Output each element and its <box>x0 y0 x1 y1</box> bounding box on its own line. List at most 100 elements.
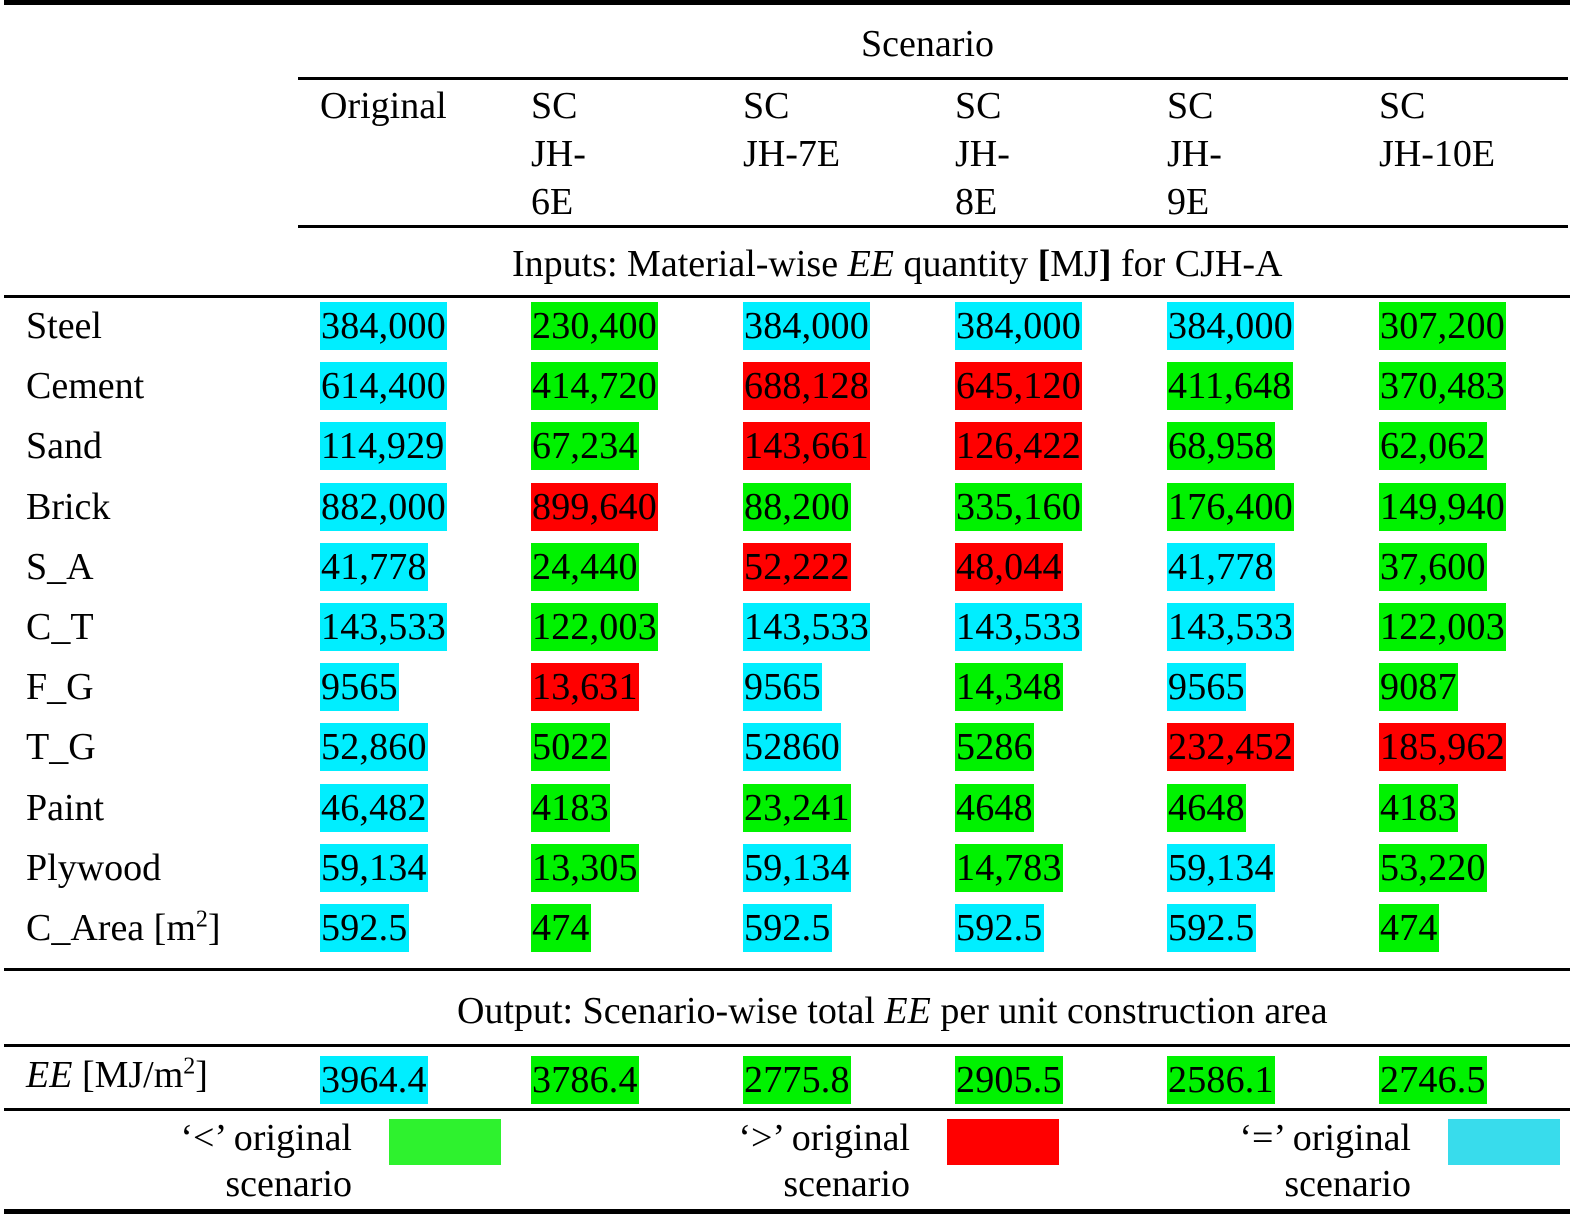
value-cell: 688,128 <box>743 362 870 411</box>
value-cell: 122,003 <box>1379 603 1506 651</box>
row-label-sup: 2 <box>195 906 208 933</box>
value-cell: 41,778 <box>320 542 428 591</box>
row-label-text: T_G <box>26 726 96 769</box>
row-label-text: Steel <box>26 305 102 347</box>
value-cell: 384,000 <box>955 302 1082 350</box>
row-label: Plywood <box>26 844 161 892</box>
value-cell: 230,400 <box>531 302 658 350</box>
value-cell: 37,600 <box>1379 542 1487 591</box>
row-label-text: Paint <box>26 786 105 829</box>
inputs-end-rule <box>4 968 1570 971</box>
row-label: F_G <box>26 663 94 711</box>
row-label-text: C_Area [m <box>26 907 196 949</box>
value-cell: 411,648 <box>1167 362 1293 411</box>
value-cell: 592.5 <box>955 904 1044 952</box>
column-header: SC JH- 8E <box>955 85 1010 223</box>
row-label: T_G <box>26 723 96 771</box>
header-underline <box>298 225 1568 228</box>
value-cell: 24,440 <box>531 542 639 591</box>
value-cell: 59,134 <box>743 843 851 892</box>
value-cell: 23,241 <box>743 783 851 832</box>
legend-label: ‘<’ original scenario <box>180 1117 352 1205</box>
row-label-text: C_T <box>26 606 94 648</box>
value-cell: 9087 <box>1379 663 1458 712</box>
inputs-rule <box>4 295 1570 298</box>
inputs-caption: Inputs: Material-wise EE quantity [MJ] f… <box>512 243 1283 285</box>
value-cell: 114,929 <box>320 422 446 471</box>
value-cell: 645,120 <box>955 362 1082 411</box>
value-cell: 592.5 <box>1167 904 1256 952</box>
output-value-cell: 3786.4 <box>531 1056 639 1104</box>
value-cell: 13,631 <box>531 663 639 712</box>
value-cell: 370,483 <box>1379 362 1506 411</box>
row-label: C_Area [m2] <box>26 904 221 952</box>
value-cell: 59,134 <box>320 843 428 892</box>
legend-swatch <box>389 1119 501 1165</box>
output-value-cell: 2775.8 <box>743 1056 851 1104</box>
column-header: SC JH-7E <box>743 85 841 175</box>
output-caption: Output: Scenario-wise total EE per unit … <box>457 990 1328 1032</box>
value-cell: 4648 <box>1167 783 1246 832</box>
value-cell: 176,400 <box>1167 482 1294 531</box>
output-value-cell: 3964.4 <box>320 1056 428 1104</box>
value-cell: 9565 <box>743 663 822 712</box>
value-cell: 307,200 <box>1379 302 1506 350</box>
value-cell: 474 <box>1379 904 1439 952</box>
value-cell: 46,482 <box>320 783 428 832</box>
value-cell: 14,348 <box>955 663 1063 712</box>
value-cell: 59,134 <box>1167 843 1275 892</box>
row-label: Steel <box>26 302 102 350</box>
value-cell: 126,422 <box>955 422 1082 471</box>
row-label: Brick <box>26 483 110 531</box>
value-cell: 48,044 <box>955 542 1063 591</box>
value-cell: 899,640 <box>531 482 658 531</box>
legend-label: ‘=’ original scenario <box>1239 1117 1411 1205</box>
row-label: Paint <box>26 784 104 832</box>
output-caption-rule <box>4 1044 1570 1047</box>
value-cell: 13,305 <box>531 843 639 892</box>
value-cell: 143,533 <box>955 603 1082 651</box>
value-cell: 53,220 <box>1379 843 1487 892</box>
row-label: S_A <box>26 543 94 591</box>
column-header: SC JH- 9E <box>1167 85 1222 223</box>
row-label-text: Plywood <box>26 846 162 889</box>
value-cell: 143,533 <box>743 603 870 651</box>
row-label: C_T <box>26 603 94 651</box>
row-label-tail: ] <box>207 907 221 949</box>
row-label-text: Cement <box>26 365 145 408</box>
output-value-cell: 2905.5 <box>955 1056 1063 1104</box>
value-cell: 68,958 <box>1167 422 1275 471</box>
scenario-label: Scenario <box>861 23 994 65</box>
value-cell: 14,783 <box>955 843 1063 892</box>
value-cell: 4183 <box>531 783 610 832</box>
value-cell: 41,778 <box>1167 542 1275 591</box>
value-cell: 5022 <box>531 723 610 772</box>
row-label: Cement <box>26 362 144 410</box>
value-cell: 122,003 <box>531 603 658 651</box>
row-label-text: Sand <box>26 425 102 468</box>
value-cell: 384,000 <box>320 302 447 350</box>
value-cell: 614,400 <box>320 362 447 411</box>
value-cell: 143,533 <box>320 603 447 651</box>
value-cell: 62,062 <box>1379 422 1487 471</box>
legend-swatch <box>1448 1119 1560 1165</box>
legend-swatch <box>947 1119 1059 1165</box>
row-label-text: F_G <box>26 666 94 709</box>
row-label: Sand <box>26 422 102 470</box>
value-cell: 9565 <box>1167 663 1246 712</box>
column-header: Original <box>320 85 447 127</box>
column-header: SC JH-10E <box>1379 85 1496 175</box>
value-cell: 4183 <box>1379 783 1458 832</box>
legend-label: ‘>’ original scenario <box>738 1117 910 1205</box>
value-cell: 52,860 <box>320 723 428 772</box>
value-cell: 882,000 <box>320 482 447 531</box>
value-cell: 384,000 <box>743 302 870 350</box>
value-cell: 185,962 <box>1379 723 1506 772</box>
value-cell: 4648 <box>955 783 1034 832</box>
value-cell: 52,222 <box>743 542 851 591</box>
top-rule <box>4 0 1570 5</box>
value-cell: 592.5 <box>743 904 832 952</box>
column-header: SC JH- 6E <box>531 85 586 223</box>
value-cell: 149,940 <box>1379 482 1506 531</box>
